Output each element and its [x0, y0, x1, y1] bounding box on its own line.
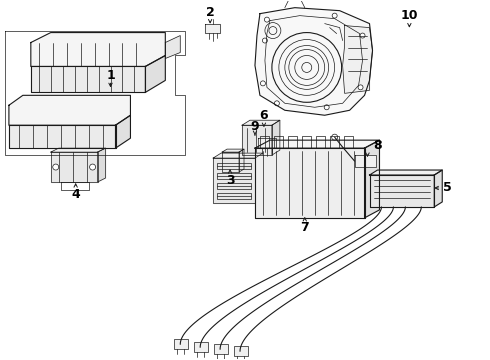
- Polygon shape: [239, 149, 244, 172]
- Circle shape: [90, 164, 96, 170]
- Polygon shape: [242, 125, 272, 155]
- Polygon shape: [369, 170, 442, 175]
- Bar: [234, 346, 248, 356]
- Polygon shape: [98, 148, 105, 182]
- Polygon shape: [355, 155, 376, 167]
- Circle shape: [265, 17, 270, 22]
- Text: 9: 9: [251, 120, 259, 133]
- Polygon shape: [369, 175, 434, 207]
- Polygon shape: [365, 140, 379, 218]
- Text: 8: 8: [373, 139, 382, 152]
- Bar: [217, 193, 251, 199]
- Polygon shape: [51, 152, 98, 182]
- Text: 6: 6: [260, 109, 268, 122]
- Circle shape: [324, 105, 329, 110]
- Polygon shape: [255, 140, 379, 148]
- Text: 4: 4: [71, 188, 80, 202]
- Polygon shape: [116, 115, 130, 148]
- Polygon shape: [205, 24, 220, 32]
- Circle shape: [53, 164, 59, 170]
- Polygon shape: [343, 26, 372, 93]
- Polygon shape: [31, 67, 146, 92]
- Polygon shape: [165, 36, 180, 58]
- Circle shape: [358, 85, 363, 90]
- Bar: [217, 183, 251, 189]
- Circle shape: [263, 38, 268, 43]
- Text: 7: 7: [300, 221, 309, 234]
- Polygon shape: [242, 120, 280, 125]
- Polygon shape: [9, 125, 116, 148]
- Bar: [217, 163, 251, 169]
- Polygon shape: [272, 120, 280, 155]
- Text: 2: 2: [206, 6, 215, 19]
- Text: 5: 5: [443, 181, 452, 194]
- Circle shape: [332, 134, 338, 140]
- Bar: [224, 154, 237, 170]
- Polygon shape: [222, 152, 239, 172]
- Polygon shape: [258, 138, 276, 148]
- Bar: [194, 342, 208, 352]
- Polygon shape: [222, 149, 244, 152]
- Polygon shape: [146, 55, 165, 92]
- Polygon shape: [9, 95, 130, 125]
- Text: 10: 10: [401, 9, 418, 22]
- Text: 3: 3: [226, 174, 234, 186]
- Polygon shape: [213, 158, 255, 203]
- Bar: [214, 345, 228, 354]
- Polygon shape: [213, 153, 263, 158]
- Bar: [217, 173, 251, 179]
- Text: 1: 1: [106, 69, 115, 82]
- Bar: [174, 339, 188, 349]
- Polygon shape: [51, 148, 105, 152]
- Circle shape: [360, 33, 365, 38]
- Polygon shape: [255, 8, 372, 115]
- Polygon shape: [31, 32, 165, 67]
- Polygon shape: [434, 170, 442, 207]
- Polygon shape: [255, 148, 365, 218]
- Circle shape: [261, 81, 266, 86]
- Circle shape: [274, 101, 279, 106]
- Circle shape: [332, 13, 337, 18]
